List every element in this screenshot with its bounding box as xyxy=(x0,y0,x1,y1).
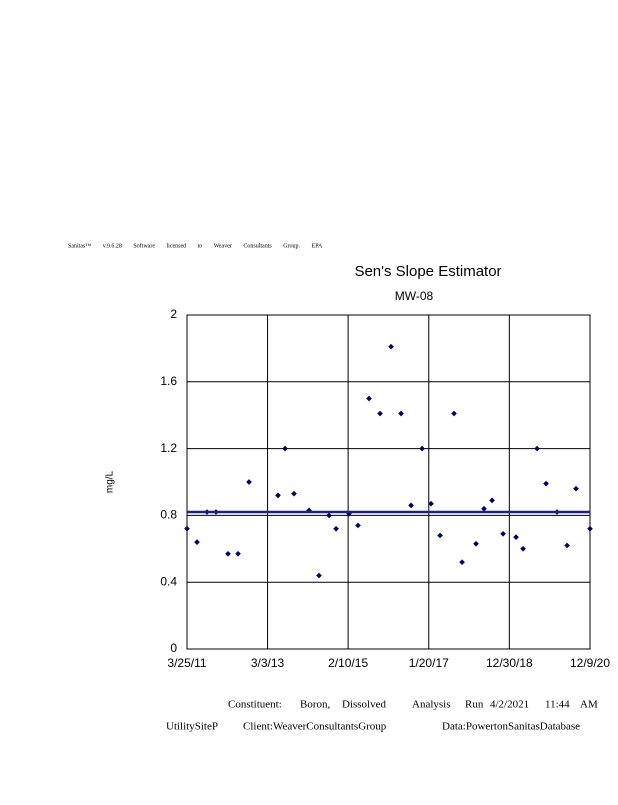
point xyxy=(194,539,200,545)
chart-title: Sen's Slope Estimator xyxy=(354,263,501,280)
footer-text: Run xyxy=(465,699,484,711)
footer-text: Constituent: xyxy=(228,699,282,711)
point xyxy=(326,512,332,519)
point xyxy=(355,522,361,529)
footer-text: AM xyxy=(580,699,598,711)
point xyxy=(398,410,404,417)
point xyxy=(459,559,465,565)
point xyxy=(451,410,457,417)
point xyxy=(235,550,241,557)
y-tick-label: 2 xyxy=(170,307,177,321)
footer-text: UtilitySiteP xyxy=(166,721,218,733)
x-tick-label: 2/10/15 xyxy=(328,656,368,670)
point xyxy=(428,500,434,507)
footer-text: Data:PowertonSanitasDatabase xyxy=(442,721,580,733)
point xyxy=(481,505,487,512)
footer-text: Analysis xyxy=(412,699,451,711)
point xyxy=(520,545,526,552)
chart-subtitle: MW-08 xyxy=(395,289,434,303)
point xyxy=(473,540,479,547)
point xyxy=(282,445,288,452)
x-tick-label: 1/20/17 xyxy=(409,656,449,670)
footer-text: Boron, xyxy=(300,699,331,711)
point xyxy=(534,445,540,452)
x-tick-label: 12/9/20 xyxy=(570,656,610,670)
point xyxy=(500,530,506,537)
point xyxy=(275,492,281,499)
point xyxy=(225,550,231,557)
x-tick-label: 3/25/11 xyxy=(167,656,206,670)
point xyxy=(573,485,579,492)
point xyxy=(184,525,190,532)
point xyxy=(489,497,495,504)
y-tick-label: 1.6 xyxy=(160,374,177,388)
point xyxy=(408,502,414,509)
footer-text: 11:44 xyxy=(545,699,570,711)
point xyxy=(419,445,425,452)
y-tick-label: 0.4 xyxy=(160,574,177,588)
x-tick-label: 3/3/13 xyxy=(251,656,285,670)
header: Sanitas™ v.9.6.28 Software licensed to W… xyxy=(68,242,323,249)
point xyxy=(316,572,322,579)
point xyxy=(333,525,339,532)
footer-text: 4/2/2021 xyxy=(490,699,529,711)
point xyxy=(291,490,297,497)
footer-text: Dissolved xyxy=(342,699,387,711)
point xyxy=(388,343,394,350)
y-tick-label: 0.8 xyxy=(160,508,177,522)
point xyxy=(543,480,549,487)
point xyxy=(513,534,519,540)
footer-text: Client:WeaverConsultantsGroup xyxy=(243,721,387,733)
point xyxy=(246,479,252,485)
point xyxy=(564,542,570,549)
point xyxy=(587,525,593,532)
point xyxy=(377,410,383,417)
point xyxy=(437,532,443,539)
y-tick-label: 0 xyxy=(170,641,177,655)
y-axis-label: mg/L xyxy=(105,470,116,493)
point xyxy=(366,395,372,402)
y-tick-label: 1.2 xyxy=(160,441,177,455)
x-tick-label: 12/30/18 xyxy=(486,656,533,670)
